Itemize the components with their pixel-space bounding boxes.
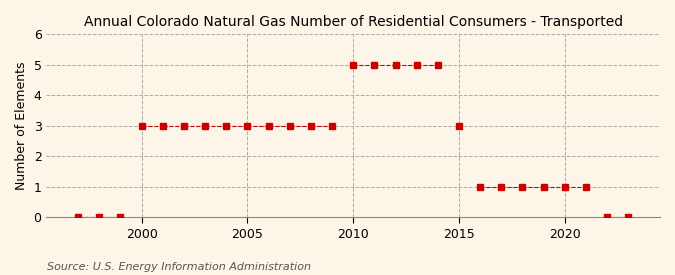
Title: Annual Colorado Natural Gas Number of Residential Consumers - Transported: Annual Colorado Natural Gas Number of Re… <box>84 15 623 29</box>
Text: Source: U.S. Energy Information Administration: Source: U.S. Energy Information Administ… <box>47 262 311 272</box>
Y-axis label: Number of Elements: Number of Elements <box>15 62 28 190</box>
